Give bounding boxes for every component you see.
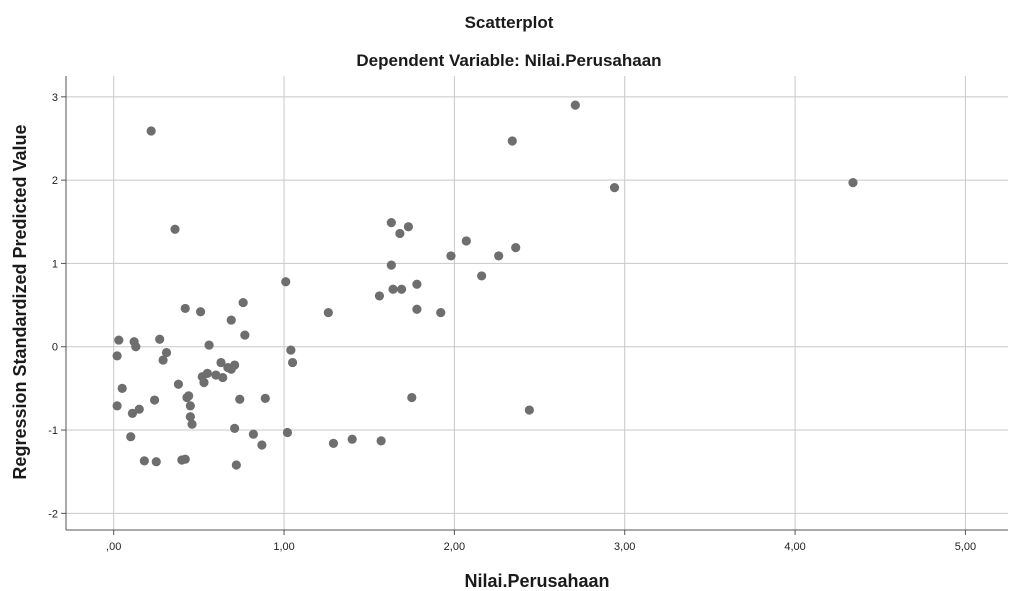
scatter-point [257,440,267,450]
x-tick-label: 5,00 [955,541,976,553]
scatter-point [161,347,172,358]
scatter-point [494,251,504,261]
scatter-point [112,401,122,411]
scatter-point [139,456,149,466]
scatter-point [282,427,293,438]
scatter-point [218,372,228,383]
scatter-point [328,438,339,448]
scatter-point [511,243,521,253]
scatter-point [388,284,398,294]
scatter-point [170,224,180,234]
scatter-point [477,271,487,281]
scatter-point [235,394,245,404]
scatter-point [609,183,620,193]
scatter-point [396,284,407,294]
y-tick-label: 3 [52,92,58,104]
scatter-point [461,236,471,246]
scatter-point [127,408,138,418]
scatter-point [149,395,160,405]
scatter-point [226,315,236,325]
scatter-point [407,392,417,403]
scatter-point [240,330,250,340]
scatter-point [230,360,240,370]
scatter-point [507,136,517,146]
scatter-point [182,392,192,403]
chart-subtitle: Dependent Variable: Nilai.Perusahaan [356,51,661,70]
axis-ticks: ,00 1,00 2,00 3,00 4,00 5,00 3 2 1 0 -1 -2 [48,92,976,553]
scatter-point [403,222,413,232]
scatter-point [185,412,195,422]
y-axis-title: Regression Standardized Predicted Value [10,124,30,479]
scatter-point [114,335,124,345]
scatter-point [248,429,258,439]
x-tick-label: 3,00 [614,541,635,553]
scatter-point [180,454,190,464]
scatter-point [151,457,161,467]
scatter-point [146,126,156,136]
scatter-point [195,307,206,317]
scatter-point [112,351,122,361]
scatter-point [848,178,858,188]
scatter-point [155,334,165,344]
scatter-point [204,340,214,350]
scatter-point [286,345,296,355]
y-tick-label: -2 [48,508,58,520]
scatter-point [199,377,209,388]
x-tick-label: 2,00 [444,541,465,553]
scatter-point [260,393,270,403]
x-tick-label: 1,00 [273,541,294,553]
scatter-point [524,405,534,415]
scatter-point [570,100,580,110]
y-tick-label: -1 [48,425,58,437]
scatter-point [230,423,240,433]
scatter-point [412,304,422,314]
y-tick-label: 1 [52,258,58,270]
scatter-point [202,368,212,378]
data-points [112,100,858,470]
y-tick-label: 0 [52,342,58,354]
x-axis-title: Nilai.Perusahaan [464,571,609,591]
scatter-point [446,251,456,261]
grid-lines [66,76,1008,530]
scatter-point [117,383,127,393]
scatter-point [131,342,141,352]
scatter-point [216,357,226,368]
x-tick-label: ,00 [106,541,121,553]
scatter-point [134,404,144,414]
scatter-point [180,303,190,314]
scatter-point [436,307,446,318]
scatter-point [281,277,291,287]
scatter-point [126,432,136,442]
scatter-point [412,279,422,289]
scatter-point [323,307,333,318]
scatter-point [158,355,168,365]
scatter-point [185,401,195,411]
scatter-point [374,291,385,301]
scatter-point [231,460,241,470]
scatter-point [395,228,405,239]
scatter-point [347,434,357,444]
scatter-point [173,379,184,389]
scatter-point [376,436,386,446]
scatter-point [287,357,298,368]
x-tick-label: 4,00 [784,541,805,553]
y-tick-label: 2 [52,175,58,187]
scatter-point [238,297,248,308]
chart-title: Scatterplot [465,13,554,32]
scatter-point [386,218,396,228]
scatter-point [386,260,396,270]
scatter-point [187,419,197,429]
